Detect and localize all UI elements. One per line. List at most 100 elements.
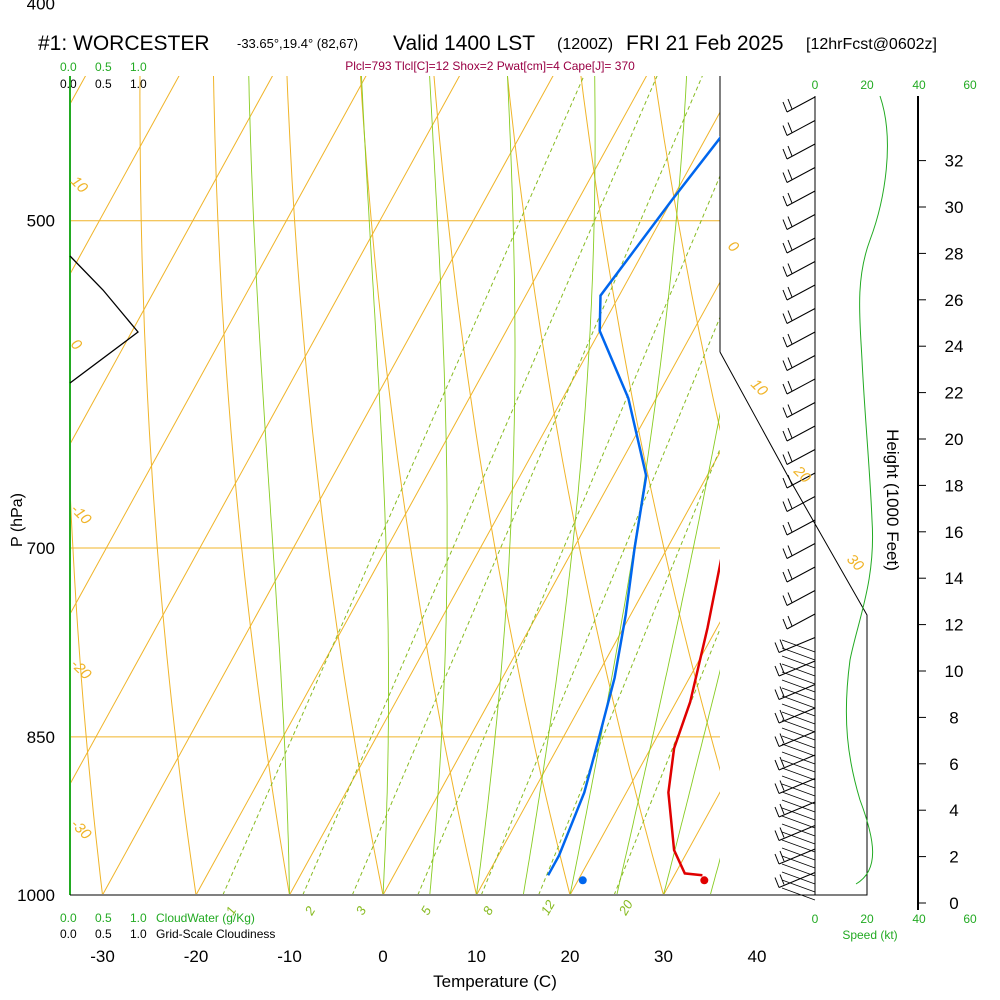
isotherm--70 [70, 76, 180, 276]
temperature-tick: 10 [467, 947, 486, 966]
height-tick-label: 0 [949, 894, 958, 913]
wind-barb-staff [781, 639, 816, 653]
cloudwater-tick-05-bottom: 0.5 [95, 911, 112, 925]
cloudiness-tick-05-top: 0.5 [95, 77, 112, 91]
wind-barb-staff [781, 647, 816, 661]
height-tick-label: 6 [949, 755, 958, 774]
wind-barb-flag [779, 733, 785, 744]
wind-barb-staff [786, 355, 816, 371]
moist-adiabat [361, 76, 389, 894]
wind-barb-flag [779, 686, 785, 697]
wind-barb-staff [786, 143, 816, 160]
mixing-ratio-line-1 [222, 76, 585, 894]
isotherm--100 [0, 0, 212, 895]
dry-adiabat [506, 76, 664, 894]
wind-barb-flag [774, 642, 780, 653]
wind-barb-flag [779, 709, 785, 721]
wind-barb-staff [781, 807, 816, 821]
wind-speed-profile [845, 95, 888, 885]
wind-barb-flag [782, 101, 788, 113]
mixing-ratio-label: 2 [301, 903, 318, 918]
wind-barb-staff [781, 759, 816, 773]
wind-barb-staff [786, 566, 816, 583]
wind-barb-flag [787, 474, 793, 486]
isotherm-50 [851, 0, 1000, 895]
wind-barb-staff [781, 751, 816, 765]
wind-barb-flag [787, 333, 793, 345]
wind-barb-flag [774, 806, 780, 818]
wind-barb-staff [781, 799, 816, 813]
moist-adiabat [569, 76, 688, 894]
dry-adiabat [433, 76, 571, 894]
isotherm-label: 0 [724, 238, 742, 256]
isotherm--60 [70, 76, 274, 446]
dry-adiabat [286, 76, 384, 894]
isotherm-10 [476, 451, 720, 894]
wind-barb-flag [782, 524, 788, 536]
height-tick-label: 14 [945, 569, 964, 588]
series-temperature [667, 558, 720, 877]
dry-adiabat [139, 76, 197, 894]
wind-barb-staff [781, 871, 816, 885]
isotherm--120 [0, 0, 25, 895]
wind-barb-staff [786, 449, 816, 465]
moist-adiabat [616, 411, 720, 894]
wind-barb-flag [787, 615, 793, 627]
wind-barb-staff [778, 778, 816, 794]
speed-tick-60-top: 60 [963, 78, 977, 92]
wind-barb-staff [781, 783, 816, 797]
speed-axis-label: Speed (kt) [842, 928, 897, 942]
wind-barb-staff [781, 671, 816, 685]
temperature-tick: -10 [277, 947, 302, 966]
wind-barb-flag [774, 665, 780, 677]
cloudiness-tick-0-bottom: 0.0 [60, 927, 77, 941]
wind-barb-flag [787, 216, 793, 227]
speed-tick-60-bottom: 60 [963, 912, 977, 926]
height-tick-label: 12 [945, 616, 964, 635]
wind-barb-staff [778, 825, 816, 841]
height-tick-label: 24 [945, 337, 964, 356]
wind-barb-flag [787, 357, 793, 368]
wind-barb-flag [782, 548, 788, 559]
wind-barb-flag [782, 595, 788, 606]
isotherm--110 [0, 0, 118, 895]
wind-barb-flag [782, 430, 788, 442]
surface-dewpoint-dot [578, 876, 587, 885]
wind-barb-staff [781, 743, 816, 757]
wind-barb-staff [781, 823, 816, 837]
isotherm-20 [569, 621, 720, 894]
isotherm-label: 10 [747, 376, 771, 400]
moist-adiabat [476, 76, 516, 894]
cloudwater-profile [69, 255, 139, 384]
wind-barb-staff [786, 496, 816, 512]
speed-tick-0-bottom: 0 [812, 912, 819, 926]
wind-barb-staff [786, 308, 816, 324]
wind-barb-staff [786, 120, 816, 136]
isotherm-40 [757, 0, 1000, 895]
wind-barb-flag [779, 874, 785, 885]
speed-tick-40-top: 40 [912, 78, 926, 92]
wind-barb-staff [781, 887, 816, 901]
sounding-series [547, 136, 720, 885]
wind-barb-flag [787, 568, 793, 580]
isotherm--90 [0, 0, 305, 895]
wind-barb-staff [786, 284, 816, 301]
height-tick-label: 30 [945, 198, 964, 217]
wind-barb-staff [781, 855, 816, 869]
wind-barb-staff [781, 791, 816, 805]
moist-adiabat [663, 669, 720, 894]
pressure-tick-850: 850 [27, 728, 55, 747]
surface-temperature-dot [700, 876, 709, 885]
height-axis-label: Height (1000 Feet) [883, 429, 902, 571]
mixing-ratio-line-3 [352, 76, 703, 894]
isotherm--50 [70, 76, 367, 616]
dry-adiabat [359, 76, 477, 894]
wind-barb-flag [782, 360, 788, 371]
wind-barb-flag [787, 286, 793, 298]
wind-barb-staff [781, 727, 816, 741]
mixing-ratio-label: 3 [353, 903, 370, 917]
wind-barb-staff [781, 847, 816, 861]
pressure-axis-label: P (hPa) [9, 493, 26, 547]
